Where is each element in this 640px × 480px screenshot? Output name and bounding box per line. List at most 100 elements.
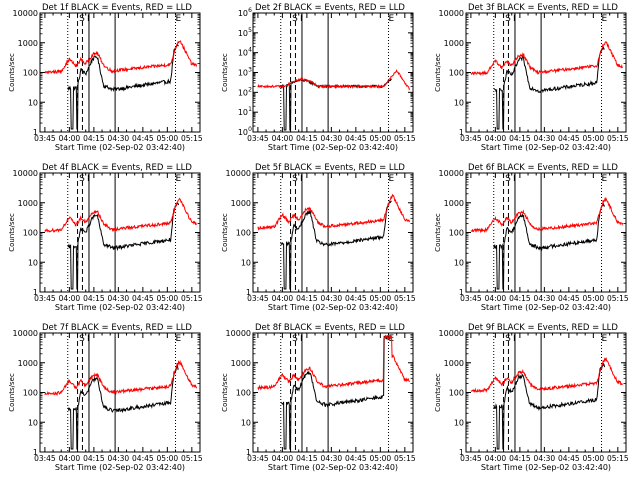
y-tick-label: 100	[449, 69, 464, 78]
x-tick-label: 05:15	[394, 454, 416, 463]
x-axis-label: Start Time (02-Sep-02 03:42:40)	[55, 303, 185, 312]
events-series-line	[67, 44, 179, 130]
y-tick-label: 1	[459, 128, 464, 137]
y-tick-label: 10	[454, 418, 464, 427]
y-tick-label: 10000	[226, 169, 251, 178]
y-tick-label: 10	[28, 258, 38, 267]
axes-frame	[465, 332, 627, 453]
x-tick-label: 04:45	[345, 294, 367, 303]
x-tick-label: 04:30	[108, 134, 130, 143]
x-axis-label: Start Time (02-Sep-02 03:42:40)	[55, 463, 185, 472]
lld-series-line	[470, 41, 624, 77]
x-tick-label: 04:00	[272, 294, 294, 303]
axes-frame	[252, 332, 414, 453]
x-tick-label: 04:45	[132, 454, 154, 463]
x-tick-label: 04:45	[558, 454, 580, 463]
y-tick-label: 10	[238, 108, 248, 117]
chart-title: Det 1f BLACK = Events, RED = LLD	[42, 3, 192, 13]
annotation-e: E	[389, 14, 395, 24]
events-series-line	[493, 45, 605, 130]
chart-title: Det 4f BLACK = Events, RED = LLD	[42, 163, 192, 173]
y-tick-label: 1	[33, 288, 38, 297]
x-tick-label: 05:00	[370, 134, 392, 143]
axes-frame	[39, 12, 201, 133]
lld-series-line	[257, 68, 411, 91]
x-tick-label: 03:45	[34, 134, 56, 143]
annotation-s: S	[505, 174, 511, 184]
x-tick-label: 03:45	[34, 294, 56, 303]
x-tick-label: 04:30	[108, 294, 130, 303]
annotation-e: E	[176, 14, 182, 24]
y-tick-label: 100	[449, 229, 464, 238]
x-tick-label: 04:00	[59, 294, 81, 303]
y-tick-exponent: 2	[248, 86, 252, 93]
annotation-e: E	[176, 334, 182, 344]
y-tick-label: 10	[28, 98, 38, 107]
x-tick-label: 05:15	[394, 294, 416, 303]
axes-frame	[39, 172, 201, 293]
y-tick-label: 1	[459, 448, 464, 457]
x-tick-label: 04:45	[132, 134, 154, 143]
x-tick-label: 04:00	[272, 454, 294, 463]
x-tick-label: 04:15	[83, 134, 105, 143]
x-tick-label: 04:30	[321, 294, 343, 303]
x-tick-label: 05:00	[157, 294, 179, 303]
x-tick-label: 04:00	[485, 294, 507, 303]
events-series-line	[67, 364, 179, 450]
x-axis-label: Start Time (02-Sep-02 03:42:40)	[55, 143, 185, 152]
x-tick-label: 04:30	[321, 454, 343, 463]
y-tick-label: 10	[28, 418, 38, 427]
y-tick-label: 100	[449, 389, 464, 398]
x-axis-label: Start Time (02-Sep-02 03:42:40)	[481, 463, 611, 472]
y-tick-label: 1000	[231, 199, 251, 208]
events-series-line	[67, 202, 180, 290]
x-tick-label: 04:15	[509, 294, 531, 303]
x-tick-label: 04:15	[296, 134, 318, 143]
y-axis-label: Counts/sec	[221, 53, 229, 92]
annotation-s: S	[79, 334, 85, 344]
x-tick-label: 04:15	[509, 454, 531, 463]
x-tick-label: 05:00	[583, 134, 605, 143]
y-tick-label: 10	[238, 128, 248, 137]
lld-series-line	[257, 193, 411, 231]
annotation-s: S	[292, 14, 298, 24]
annotation-e: E	[602, 14, 608, 24]
annotation-s: S	[292, 174, 298, 184]
x-tick-label: 04:15	[296, 294, 318, 303]
x-tick-label: 04:45	[558, 294, 580, 303]
y-tick-label: 10	[241, 258, 251, 267]
y-tick-label: 1000	[18, 199, 38, 208]
y-tick-label: 1000	[231, 359, 251, 368]
y-tick-label: 100	[236, 389, 251, 398]
x-tick-label: 05:00	[583, 294, 605, 303]
annotation-e: E	[176, 174, 182, 184]
x-tick-label: 05:15	[181, 134, 203, 143]
y-tick-label: 1	[459, 288, 464, 297]
y-tick-exponent: 5	[248, 27, 252, 34]
y-tick-label: 10000	[439, 9, 464, 18]
y-axis-label: Counts/sec	[8, 53, 16, 92]
events-series-line	[280, 200, 392, 290]
axes-frame	[252, 12, 414, 133]
annotation-s: S	[292, 334, 298, 344]
x-axis-label: Start Time (02-Sep-02 03:42:40)	[268, 143, 398, 152]
y-tick-label: 1000	[18, 359, 38, 368]
y-tick-exponent: 3	[248, 67, 252, 74]
lld-series-line	[257, 334, 410, 391]
x-tick-label: 04:30	[108, 454, 130, 463]
chart-title: Det 6f BLACK = Events, RED = LLD	[468, 163, 618, 173]
y-tick-label: 10	[238, 88, 248, 97]
lld-series-line	[44, 40, 198, 75]
y-tick-label: 10000	[13, 169, 38, 178]
y-tick-exponent: 4	[248, 47, 252, 54]
lld-series-line	[470, 357, 623, 394]
y-tick-label: 1000	[444, 199, 464, 208]
x-tick-label: 05:15	[181, 454, 203, 463]
x-tick-label: 05:00	[157, 454, 179, 463]
x-tick-label: 03:45	[460, 294, 482, 303]
